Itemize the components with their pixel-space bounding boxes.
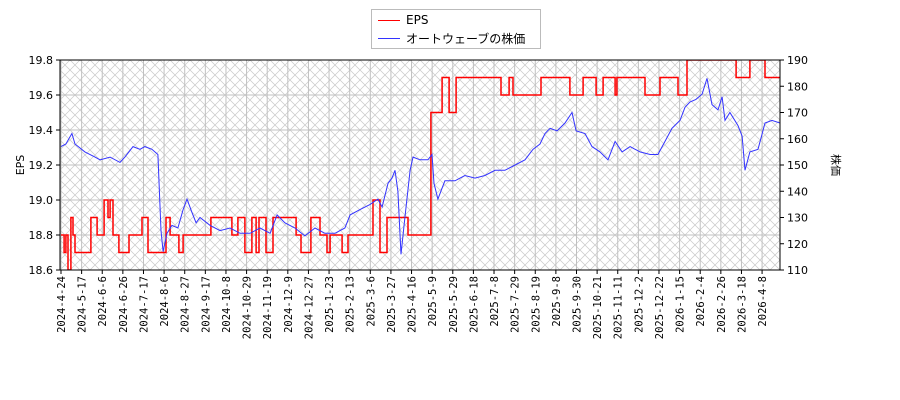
left-axis-label: EPS: [14, 155, 27, 176]
left-tick-label: 18.6: [29, 264, 54, 277]
x-tick-label: 2026-4-8: [757, 276, 769, 327]
left-tick-label: 19.8: [29, 54, 54, 67]
x-tick-label: 2024-7-17: [138, 276, 150, 333]
x-tick-label: 2025-9-30: [572, 276, 584, 333]
legend-item-price: オートウェーブの株価: [378, 30, 525, 46]
x-tick-label: 2026-1-15: [675, 276, 687, 333]
right-tick-label: 150: [787, 159, 808, 172]
x-tick-label: 2025-3-27: [386, 276, 398, 333]
legend-swatch-price: [378, 37, 400, 39]
x-tick-label: 2024-6-26: [118, 276, 130, 333]
left-tick-label: 19.2: [29, 159, 54, 172]
x-tick-label: 2025-8-19: [530, 276, 542, 333]
x-tick-label: 2026-3-18: [736, 276, 748, 333]
right-tick-label: 190: [787, 54, 808, 67]
x-tick-label: 2025-7-29: [510, 276, 522, 333]
x-tick-label: 2026-2-4: [695, 276, 707, 327]
x-tick-label: 2024-8-27: [180, 276, 192, 333]
x-tick-label: 2025-5-9: [427, 276, 439, 327]
x-tick-label: 2024-10-29: [242, 276, 254, 339]
x-tick-label: 2024-10-8: [221, 276, 233, 333]
x-tick-label: 2024-5-17: [77, 276, 89, 333]
right-tick-label: 110: [787, 264, 808, 277]
x-tick-label: 2025-3-6: [365, 276, 377, 327]
x-tick-label: 2026-2-26: [716, 276, 728, 333]
legend-item-eps: EPS: [378, 12, 428, 28]
left-tick-label: 19.6: [29, 89, 54, 102]
x-tick-label: 2025-12-2: [633, 276, 645, 333]
x-tick-label: 2024-6-6: [97, 276, 109, 327]
legend: EPS オートウェーブの株価: [371, 9, 541, 49]
x-tick-label: 2025-10-21: [592, 276, 604, 339]
left-tick-label: 19.4: [29, 124, 54, 137]
left-tick-label: 18.8: [29, 229, 54, 242]
right-tick-label: 160: [787, 133, 808, 146]
x-tick-label: 2025-1-23: [324, 276, 336, 333]
series-lines: [60, 60, 780, 270]
x-tick-label: 2025-6-18: [468, 276, 480, 333]
axes: 2024-4-24 2024-5-17 2024-6-6 2024-6-26 2024-…: [29, 54, 809, 339]
left-tick-label: 19.0: [29, 194, 54, 207]
x-tick-label: 2024-8-6: [159, 276, 171, 327]
x-tick-label: 2025-12-22: [654, 276, 666, 339]
right-tick-label: 130: [787, 212, 808, 225]
right-tick-label: 140: [787, 185, 808, 198]
legend-label-price: オートウェーブの株価: [406, 31, 526, 46]
x-tick-label: 2024-11-19: [262, 276, 274, 339]
right-tick-label: 120: [787, 238, 808, 251]
stock-price-line: [60, 78, 780, 255]
x-tick-label: 2025-11-11: [613, 276, 625, 339]
x-tick-label: 2025-2-13: [345, 276, 357, 333]
right-axis-label: 株価: [829, 154, 843, 176]
x-tick-label: 2025-4-16: [407, 276, 419, 333]
legend-swatch-eps: [378, 19, 400, 21]
x-tick-label: 2024-12-9: [283, 276, 295, 333]
x-tick-label: 2025-5-29: [448, 276, 460, 333]
eps-line: [61, 60, 780, 270]
x-tick-label: 2025-7-8: [489, 276, 501, 327]
x-tick-label: 2024-9-17: [200, 276, 212, 333]
x-tick-label: 2025-9-8: [551, 276, 563, 327]
x-tick-label: 2024-4-24: [56, 276, 68, 333]
x-tick-label: 2024-12-27: [303, 276, 315, 339]
right-tick-label: 170: [787, 107, 808, 120]
right-tick-label: 180: [787, 80, 808, 93]
legend-label-eps: EPS: [406, 13, 429, 27]
